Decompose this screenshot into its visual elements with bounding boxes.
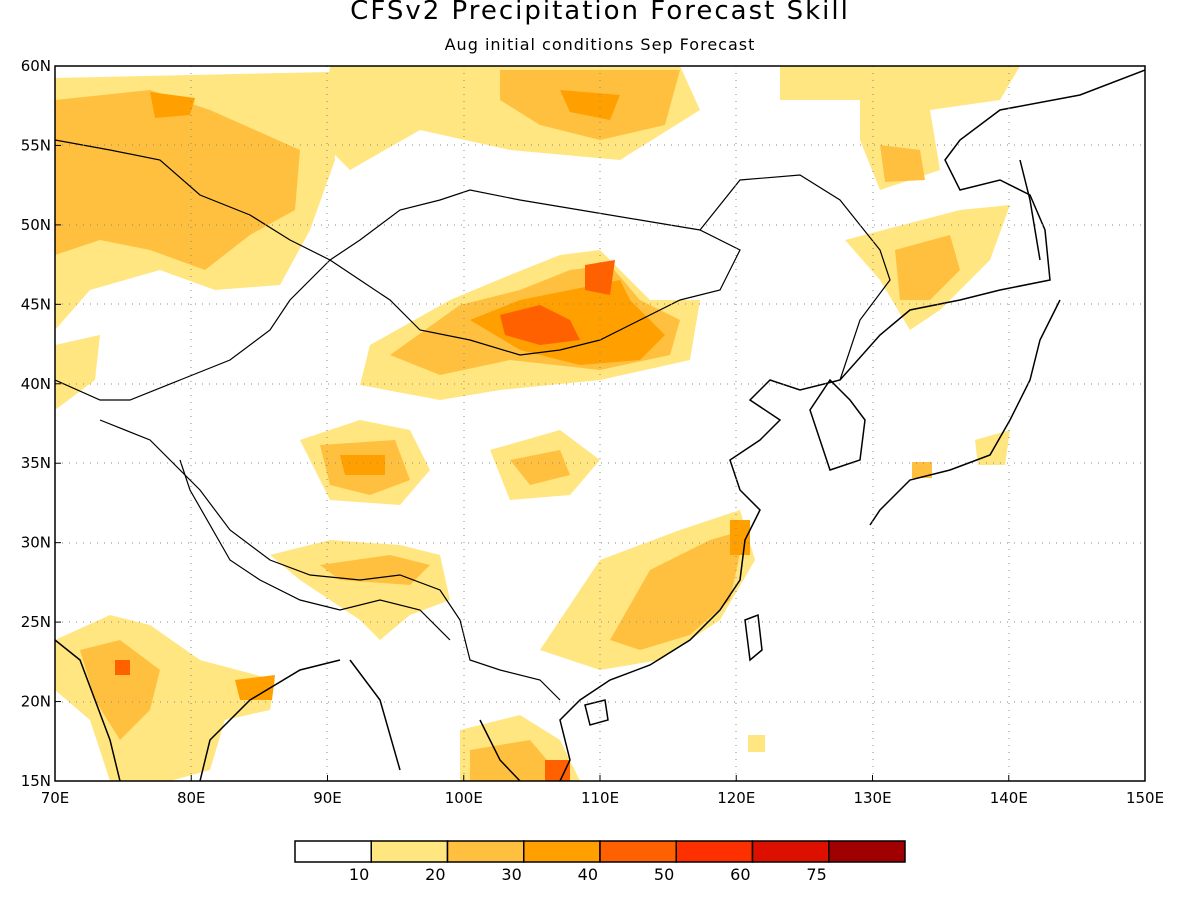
lon-tick-label: 110E — [581, 789, 619, 807]
skill-region-far-east-north-mid — [880, 145, 925, 182]
skill-region-japan-south — [912, 462, 932, 478]
lon-axis: 70E 80E 90E 100E 110E 120E 130E 140E 150E — [41, 775, 1164, 807]
border-russia-kazakhstan — [55, 139, 331, 261]
lat-axis: 60N 55N 50N 45N 40N 35N 30N 25N 20N 15N — [21, 57, 61, 790]
border-india-nepal — [179, 459, 451, 641]
skill-region-qaidam-core — [340, 455, 385, 475]
colorbar-swatch — [294, 840, 372, 863]
map-gridlines — [55, 66, 1145, 781]
lon-tick-label: 70E — [41, 789, 70, 807]
colorbar-swatch — [446, 840, 525, 863]
colorbar-swatch — [828, 840, 906, 863]
colorbar-label: 75 — [806, 865, 826, 884]
skill-region-south-china-core — [730, 520, 750, 555]
lon-tick-label: 150E — [1126, 789, 1164, 807]
lat-tick-label: 60N — [21, 57, 51, 75]
lat-tick-label: 55N — [21, 136, 51, 154]
skill-region-himalaya-mid — [320, 555, 430, 585]
lat-tick-label: 25N — [21, 613, 51, 631]
skill-region-indochina-mid — [470, 740, 565, 781]
skill-region-himalaya — [270, 540, 450, 640]
lat-tick-label: 30N — [21, 534, 51, 552]
coastline-india — [55, 639, 341, 781]
skill-shading — [55, 66, 1020, 781]
colorbar-label: 50 — [654, 865, 674, 884]
skill-region-west-edge — [55, 335, 100, 410]
colorbar-label: 60 — [730, 865, 750, 884]
lat-tick-label: 45N — [21, 295, 51, 313]
skill-region-mongolia-core — [500, 305, 580, 345]
skill-region-indochina-core — [545, 760, 570, 781]
colorbar-label: 30 — [501, 865, 521, 884]
border-kazakhstan-china — [55, 259, 331, 401]
skill-region-baikal-core — [560, 90, 620, 120]
skill-region-west-siberia-core — [150, 92, 195, 118]
skill-region-qinghai-mid — [510, 450, 570, 485]
colorbar-swatch — [675, 840, 754, 863]
lat-tick-label: 40N — [21, 375, 51, 393]
skill-region-india-east — [235, 675, 275, 700]
coastlines — [55, 69, 1145, 781]
map-title: CFSv2 Precipitation Forecast Skill — [350, 0, 850, 26]
lat-tick-label: 20N — [21, 693, 51, 711]
skill-region-india-core — [115, 660, 130, 675]
skill-region-india-mid — [80, 640, 160, 740]
coastline-hainan — [584, 699, 609, 726]
coastline-indochina — [349, 659, 521, 781]
colorbar-label: 40 — [578, 865, 598, 884]
coastline-korea — [809, 378, 866, 471]
lon-tick-label: 90E — [313, 789, 342, 807]
colorbar-label: 20 — [425, 865, 445, 884]
coastline-east-asia — [559, 69, 1145, 781]
skill-region-japan — [975, 430, 1010, 465]
lon-tick-label: 140E — [990, 789, 1028, 807]
lon-tick-label: 130E — [853, 789, 891, 807]
lon-tick-label: 100E — [445, 789, 483, 807]
lat-tick-label: 50N — [21, 216, 51, 234]
skill-region-manchuria-mid — [895, 235, 960, 300]
colorbar-swatch — [751, 840, 830, 863]
country-borders — [55, 139, 891, 701]
skill-region-taiwan — [748, 735, 765, 752]
skill-region-far-east-north — [780, 66, 1020, 190]
lat-tick-label: 35N — [21, 454, 51, 472]
lat-tick-label: 15N — [21, 772, 51, 790]
border-china-southwest — [99, 419, 561, 701]
border-china-east — [699, 174, 891, 381]
colorbar-swatch — [523, 840, 601, 863]
lon-tick-label: 80E — [177, 789, 206, 807]
colorbar-swatch — [370, 840, 449, 863]
skill-region-west-siberia-mid — [55, 90, 300, 270]
skill-region-south-china-mid — [610, 530, 745, 650]
lon-tick-label: 120E — [717, 789, 755, 807]
map-subtitle: Aug initial conditions Sep Forecast — [444, 35, 756, 54]
skill-region-mongolia-core-2 — [585, 260, 615, 295]
colorbar-label: 10 — [349, 865, 369, 884]
coastline-japan — [869, 299, 1061, 526]
coastline-taiwan — [744, 613, 763, 662]
coastline-sakhalin — [1019, 159, 1041, 261]
colorbar: 10 20 30 40 50 60 75 — [294, 840, 906, 884]
border-mongolia — [329, 189, 741, 356]
colorbar-swatch — [599, 840, 677, 863]
